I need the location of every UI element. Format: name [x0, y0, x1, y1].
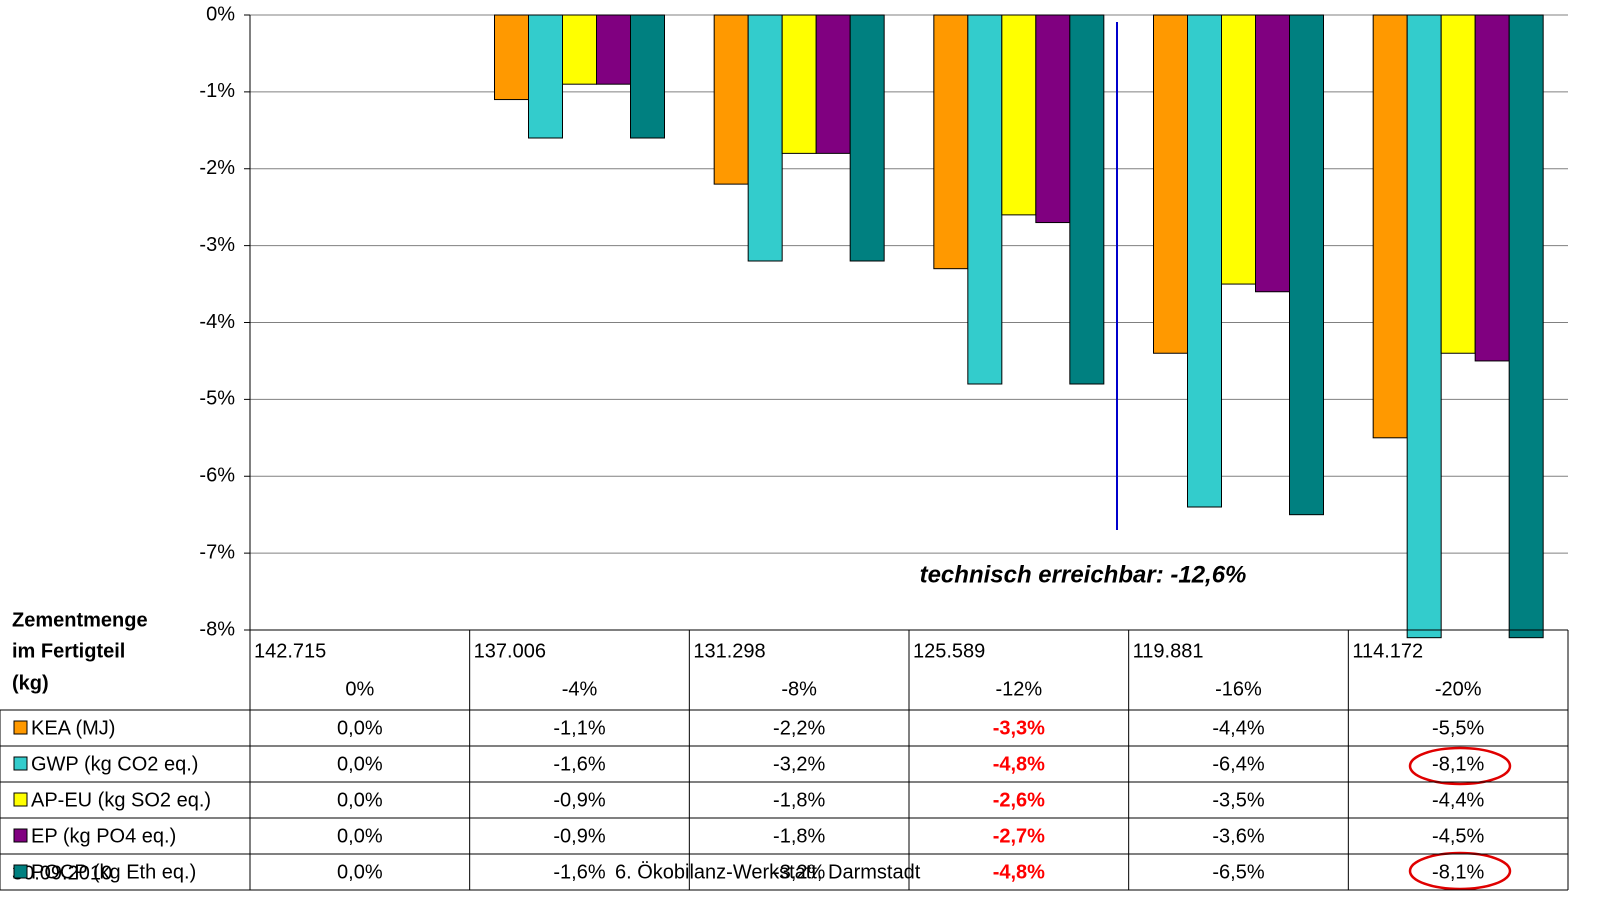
y-tick-label: -1%: [199, 80, 235, 102]
table-value: -3,2%: [773, 753, 825, 775]
legend-label: GWP (kg CO2 eq.): [31, 753, 198, 775]
table-value: -1,8%: [773, 825, 825, 847]
table-value: -3,2%: [773, 861, 825, 883]
bar: [528, 14, 563, 139]
bar: [1474, 14, 1510, 362]
bar: [1255, 14, 1290, 293]
bar: [1508, 14, 1544, 639]
table-value: -1,1%: [553, 717, 605, 739]
bar: [849, 14, 885, 262]
x-tick-label: 114.172: [1352, 640, 1423, 662]
row-header: im Fertigteil: [12, 640, 125, 662]
x-tick-sublabel: -4%: [562, 678, 598, 700]
bar: [1221, 14, 1256, 285]
table-value: 0,0%: [337, 753, 383, 775]
y-tick-label: -4%: [199, 311, 235, 333]
table-value: -6,5%: [1212, 861, 1264, 883]
footer-event: 6. Ökobilanz-Werkstatt, Darmstadt: [615, 861, 921, 883]
y-tick-label: -6%: [199, 465, 235, 487]
row-header: (kg): [12, 672, 49, 694]
bar: [1001, 14, 1037, 216]
bar: [494, 14, 529, 101]
table-value: -3,5%: [1212, 789, 1264, 811]
bar: [1035, 14, 1071, 224]
bar: [967, 14, 1003, 385]
table-value: -8,1%: [1432, 861, 1484, 883]
table-value: -3,3%: [993, 717, 1045, 739]
bar: [1406, 14, 1442, 639]
y-tick-label: -3%: [199, 234, 235, 256]
y-tick-label: 0%: [206, 3, 235, 25]
table-value: 0,0%: [337, 825, 383, 847]
bar: [815, 14, 851, 154]
table-value: -1,6%: [553, 753, 605, 775]
table-value: -1,8%: [773, 789, 825, 811]
legend-label: EP (kg PO4 eq.): [31, 825, 176, 847]
table-value: -5,5%: [1432, 717, 1484, 739]
row-header: Zementmenge: [12, 609, 148, 631]
bar: [713, 14, 749, 185]
x-tick-sublabel: -8%: [781, 678, 817, 700]
table-value: 0,0%: [337, 789, 383, 811]
bar: [747, 14, 783, 262]
y-tick-label: -8%: [199, 618, 235, 640]
highlight-circle: [1408, 746, 1512, 786]
highlight-circle: [1408, 851, 1512, 891]
bar: [933, 14, 969, 270]
table-value: -2,6%: [993, 789, 1045, 811]
table-value: -4,4%: [1432, 789, 1484, 811]
table-value: -4,4%: [1212, 717, 1264, 739]
legend-swatch: [13, 756, 28, 771]
bar: [1069, 14, 1105, 385]
x-tick-label: 131.298: [693, 640, 765, 662]
x-tick-sublabel: -20%: [1435, 678, 1482, 700]
x-tick-label: 125.589: [913, 640, 985, 662]
x-tick-sublabel: -12%: [995, 678, 1042, 700]
table-value: -6,4%: [1212, 753, 1264, 775]
bar: [1440, 14, 1476, 354]
legend-label: AP-EU (kg SO2 eq.): [31, 789, 211, 811]
x-tick-label: 137.006: [474, 640, 546, 662]
bar: [596, 14, 631, 85]
bar: [1289, 14, 1324, 516]
table-value: -0,9%: [553, 825, 605, 847]
table-value: 0,0%: [337, 861, 383, 883]
table-value: -3,6%: [1212, 825, 1264, 847]
bar: [562, 14, 597, 85]
x-tick-sublabel: -16%: [1215, 678, 1262, 700]
legend-swatch: [13, 792, 28, 807]
x-tick-sublabel: 0%: [345, 678, 374, 700]
x-tick-label: 119.881: [1133, 640, 1204, 662]
table-value: -2,2%: [773, 717, 825, 739]
legend-swatch: [13, 864, 28, 879]
annotation: technisch erreichbar: -12,6%: [920, 561, 1247, 588]
footer-date: 30.09.2010: [12, 862, 112, 884]
table-value: -4,5%: [1432, 825, 1484, 847]
legend-swatch: [13, 828, 28, 843]
y-tick-label: -5%: [199, 388, 235, 410]
legend-label: KEA (MJ): [31, 717, 115, 739]
table-value: 0,0%: [337, 717, 383, 739]
x-tick-label: 142.715: [254, 640, 326, 662]
bar: [630, 14, 665, 139]
table-value: -2,7%: [993, 825, 1045, 847]
table-value: -8,1%: [1432, 753, 1484, 775]
legend-label: POCP (kg Eth eq.): [31, 861, 196, 883]
table-value: -4,8%: [993, 861, 1045, 883]
table-value: -4,8%: [993, 753, 1045, 775]
bar: [781, 14, 817, 154]
legend-swatch: [13, 720, 28, 735]
bar: [1372, 14, 1408, 439]
bar: [1187, 14, 1222, 508]
bar: [1153, 14, 1188, 354]
table-value: -1,6%: [553, 861, 605, 883]
table-value: -0,9%: [553, 789, 605, 811]
y-tick-label: -7%: [199, 541, 235, 563]
y-tick-label: -2%: [199, 157, 235, 179]
